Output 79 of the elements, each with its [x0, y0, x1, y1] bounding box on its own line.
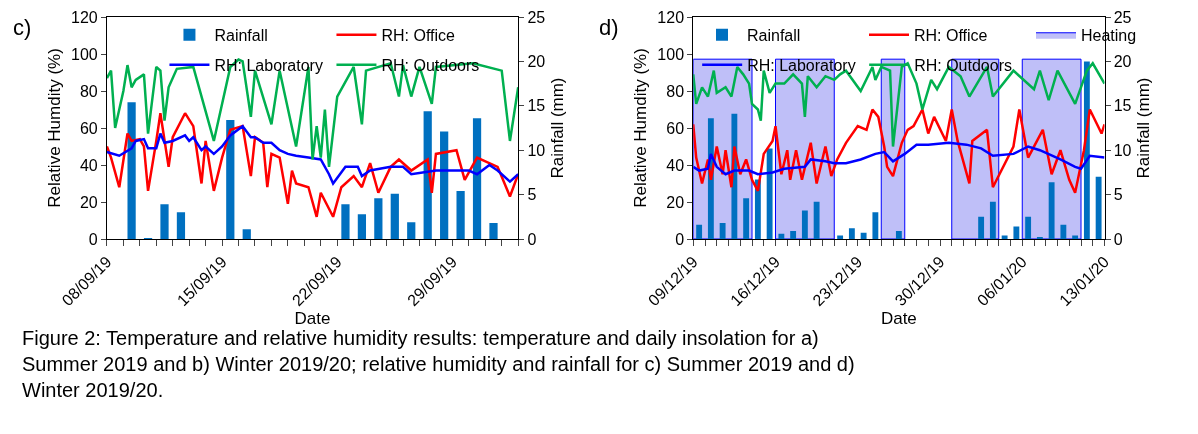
x-axis-title: Date	[294, 309, 331, 329]
bar	[778, 233, 785, 239]
y-tick-label: 60	[666, 119, 685, 137]
line-series	[106, 58, 519, 169]
bar	[456, 191, 465, 239]
bar	[341, 204, 350, 239]
bar	[766, 148, 773, 239]
bar	[801, 210, 808, 239]
bar	[390, 193, 399, 239]
bar	[1048, 182, 1055, 239]
y2-tick-label: 5	[527, 186, 537, 204]
bar	[1013, 226, 1020, 239]
bar	[743, 198, 750, 239]
bar	[813, 201, 820, 239]
bar	[127, 102, 136, 239]
bar	[872, 212, 879, 239]
legend-label: Rainfall	[214, 27, 268, 45]
text: c)	[13, 15, 32, 40]
legend-label: RH: Office	[914, 27, 988, 45]
bar	[1060, 224, 1067, 239]
bar	[790, 231, 797, 239]
y-tick-label: 0	[675, 230, 685, 248]
y-axis-title: Relative Humdity (%)	[44, 48, 64, 208]
bar	[407, 222, 416, 239]
bar	[1095, 176, 1102, 239]
line-series	[106, 124, 519, 185]
bar	[895, 231, 902, 239]
bar	[1072, 235, 1079, 239]
y2-axis-title: Rainfall (mm)	[547, 77, 567, 179]
bar	[719, 223, 726, 239]
line-series	[693, 108, 1105, 194]
bar	[176, 212, 186, 239]
bar	[696, 224, 703, 239]
line-series	[106, 111, 519, 219]
bar	[837, 235, 844, 239]
bar	[357, 214, 367, 239]
bar	[440, 131, 449, 239]
y-tick-label: 100	[71, 45, 98, 63]
caption: Figure 2: Temperature and relative humidity results: temperature and daily insolation for a) Summer 2019 and b) Winter 2019/20; relative humidity and rainfall for c) Summer 2019 and d) Winter 2019/20.	[22, 327, 855, 401]
y2-tick-label: 10	[1113, 141, 1132, 159]
bar	[489, 223, 498, 239]
y-tick-label: 20	[79, 193, 98, 211]
bar	[160, 204, 169, 239]
y2-tick-label: 0	[1113, 230, 1123, 248]
bar	[860, 232, 867, 239]
y-tick-label: 100	[657, 45, 685, 63]
y2-tick-label: 25	[1113, 8, 1132, 26]
x-axis-title: Date	[880, 309, 917, 329]
bar	[472, 118, 482, 239]
bar	[989, 201, 996, 239]
y2-tick-label: 15	[1113, 97, 1132, 115]
y-tick-label: 40	[666, 156, 685, 174]
y-tick-label: 80	[79, 82, 98, 100]
y2-tick-label: 25	[527, 8, 546, 26]
y-axis-title: Relative Humdity (%)	[630, 48, 650, 208]
legend-label: RH: Office	[381, 27, 456, 45]
y2-tick-label: 15	[527, 97, 546, 115]
bar	[1001, 235, 1008, 239]
bar	[242, 229, 251, 239]
y-tick-label: 120	[71, 8, 98, 26]
bar	[374, 198, 383, 239]
legend-label: Rainfall	[747, 27, 801, 45]
y2-tick-label: 20	[527, 53, 546, 70]
bar	[1025, 216, 1032, 239]
y2-tick-label: 20	[1113, 53, 1132, 70]
y-tick-label: 40	[79, 156, 98, 174]
bar	[226, 120, 235, 239]
bar	[978, 216, 985, 239]
y-tick-label: 0	[88, 230, 98, 248]
y-tick-label: 80	[666, 82, 685, 100]
bar	[848, 228, 855, 239]
y-tick-label: 120	[657, 8, 685, 26]
y-tick-label: 20	[666, 193, 685, 211]
y2-axis-title: Rainfall (mm)	[1134, 77, 1153, 179]
y2-tick-label: 10	[527, 141, 546, 159]
y2-tick-label: 0	[527, 230, 537, 248]
y2-tick-label: 5	[1113, 186, 1123, 204]
y-tick-label: 60	[79, 119, 98, 137]
text: d)	[599, 15, 619, 40]
